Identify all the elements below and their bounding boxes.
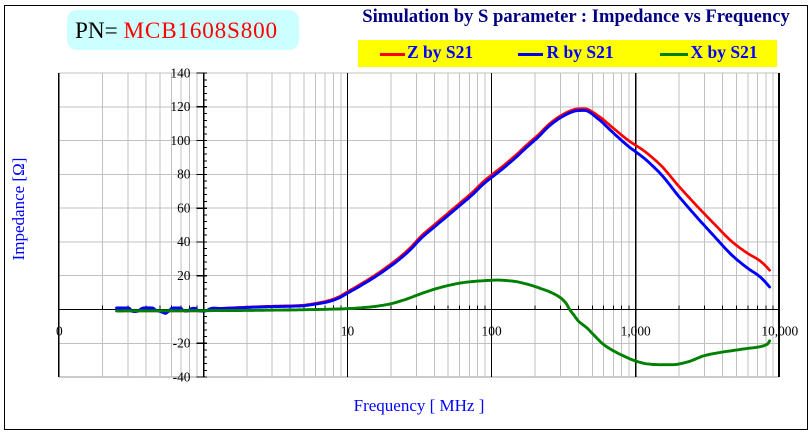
svg-text:10: 10 bbox=[341, 324, 355, 339]
svg-text:60: 60 bbox=[177, 201, 191, 216]
svg-text:100: 100 bbox=[170, 133, 190, 148]
svg-text:140: 140 bbox=[170, 65, 190, 80]
svg-text:120: 120 bbox=[170, 99, 190, 114]
svg-text:40: 40 bbox=[177, 234, 191, 249]
svg-text:20: 20 bbox=[177, 268, 191, 283]
svg-text:0: 0 bbox=[56, 324, 63, 339]
svg-text:10,000: 10,000 bbox=[761, 324, 798, 339]
svg-text:80: 80 bbox=[177, 167, 191, 182]
svg-text:-40: -40 bbox=[173, 369, 191, 384]
svg-text:1,000: 1,000 bbox=[621, 324, 651, 339]
svg-text:100: 100 bbox=[482, 324, 502, 339]
svg-text:-20: -20 bbox=[173, 336, 191, 351]
